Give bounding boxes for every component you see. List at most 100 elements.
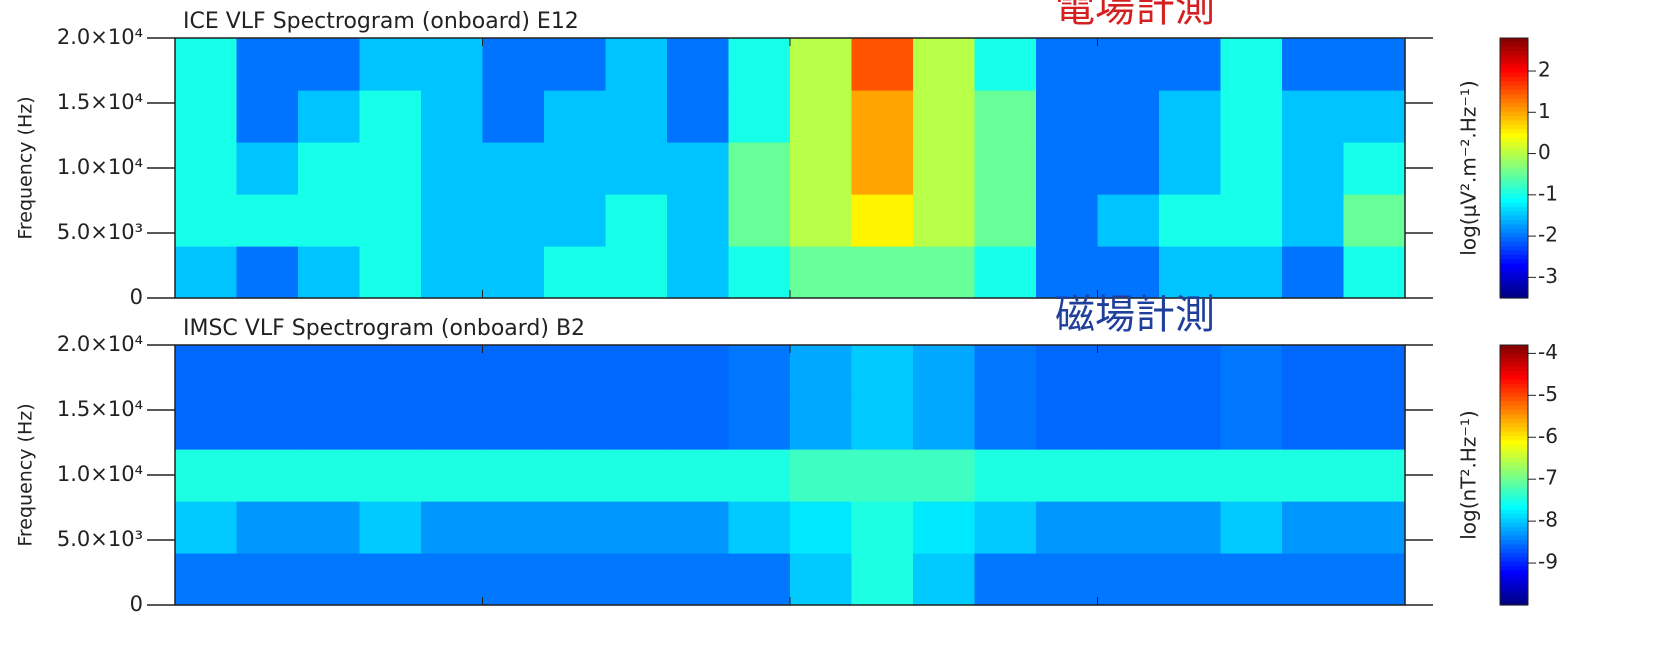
spectrogram-cell [1221, 90, 1283, 143]
spectrogram-cell [1159, 501, 1221, 554]
colorbar-swatch [1500, 177, 1528, 182]
spectrogram-cell [729, 246, 791, 299]
colorbar-swatch [1500, 440, 1528, 445]
spectrogram-cell [237, 142, 299, 195]
spectrogram-cell [852, 553, 914, 606]
colorbar-swatch [1500, 488, 1528, 493]
y-tick-label: 1.0×10⁴ [57, 155, 143, 179]
colorbar-swatch [1500, 479, 1528, 484]
spectrogram-cell [1221, 449, 1283, 502]
spectrogram-cell [1221, 194, 1283, 247]
spectrogram-cell [421, 90, 483, 143]
colorbar-swatch [1500, 172, 1528, 177]
colorbar-swatch [1500, 518, 1528, 523]
spectrogram-cell [1344, 449, 1406, 502]
spectrogram-cell [483, 397, 545, 450]
spectrogram-cell [667, 142, 729, 195]
colorbar-swatch [1500, 216, 1528, 221]
spectrogram-cell [852, 397, 914, 450]
colorbar-swatch [1500, 255, 1528, 260]
colorbar-tick-label: -5 [1538, 382, 1558, 406]
colorbar-swatch [1500, 367, 1528, 372]
spectrogram-cell [1221, 38, 1283, 91]
colorbar-tick-label: -3 [1538, 264, 1558, 288]
spectrogram-cell [483, 501, 545, 554]
spectrogram-cell [1159, 38, 1221, 91]
colorbar-swatch [1500, 120, 1528, 125]
spectrogram-cell [298, 90, 360, 143]
colorbar-swatch [1500, 514, 1528, 519]
colorbar-swatch [1500, 510, 1528, 515]
colorbar-tick-label: -2 [1538, 223, 1558, 247]
colorbar-swatch [1500, 263, 1528, 268]
colorbar-swatch [1500, 536, 1528, 541]
spectrogram-cell [1344, 90, 1406, 143]
y-tick-label: 2.0×10⁴ [57, 332, 143, 356]
colorbar-swatch [1500, 436, 1528, 441]
spectrogram-cell [975, 194, 1037, 247]
spectrogram-cell [1344, 194, 1406, 247]
spectrogram-cell [1036, 142, 1098, 195]
spectrogram-cell [975, 553, 1037, 606]
spectrogram-cell [1221, 142, 1283, 195]
spectrogram-cell [606, 345, 668, 398]
spectrogram-cell [1159, 194, 1221, 247]
spectrogram-cell [1159, 142, 1221, 195]
colorbar-swatch [1500, 579, 1528, 584]
colorbar-swatch [1500, 557, 1528, 562]
spectrogram-cell [483, 246, 545, 299]
colorbar-swatch [1500, 190, 1528, 195]
spectrogram-cell [237, 90, 299, 143]
spectrogram-cell [175, 38, 237, 91]
spectrogram-cell [360, 38, 422, 91]
spectrogram-cell [298, 449, 360, 502]
spectrogram-cell [790, 397, 852, 450]
spectrogram-cell [298, 501, 360, 554]
spectrogram-cell [544, 90, 606, 143]
spectrogram-cell [298, 142, 360, 195]
colorbar-swatch [1500, 384, 1528, 389]
spectrogram-cell [606, 246, 668, 299]
spectrogram-cell [1344, 397, 1406, 450]
annotation: 電場計測 [1055, 0, 1215, 31]
colorbar-swatch [1500, 505, 1528, 510]
spectrogram-cell [175, 449, 237, 502]
colorbar-swatch [1500, 207, 1528, 212]
colorbar-swatch [1500, 38, 1528, 43]
spectrogram-cell [421, 142, 483, 195]
colorbar-swatch [1500, 185, 1528, 190]
colorbar-swatch [1500, 73, 1528, 78]
spectrogram-cell [1344, 246, 1406, 299]
spectrogram-cell [544, 194, 606, 247]
colorbar-tick-label: -4 [1538, 340, 1558, 364]
panel-title: ICE VLF Spectrogram (onboard) E12 [183, 9, 579, 34]
spectrogram-cell [298, 38, 360, 91]
colorbar-swatch [1500, 531, 1528, 536]
spectrogram-cell [1098, 246, 1160, 299]
spectrogram-cell [544, 449, 606, 502]
spectrogram-cell [175, 142, 237, 195]
colorbar-swatch [1500, 138, 1528, 143]
colorbar-swatch [1500, 497, 1528, 502]
colorbar-swatch [1500, 432, 1528, 437]
spectrogram-cell [852, 345, 914, 398]
spectrogram-cell [544, 38, 606, 91]
spectrogram-cell [1282, 194, 1344, 247]
spectrogram-cell [1159, 246, 1221, 299]
spectrogram-cell [606, 553, 668, 606]
spectrogram-cell [1098, 501, 1160, 554]
spectrogram-cell [421, 553, 483, 606]
colorbar-swatch [1500, 211, 1528, 216]
colorbar-swatch [1500, 86, 1528, 91]
spectrogram-cell [852, 142, 914, 195]
y-tick-label: 1.0×10⁴ [57, 462, 143, 486]
colorbar-swatch [1500, 116, 1528, 121]
colorbar-swatch [1500, 562, 1528, 567]
spectrogram-cell [852, 449, 914, 502]
spectrogram-cell [298, 246, 360, 299]
spectrogram-cell [544, 553, 606, 606]
spectrogram-cell [606, 142, 668, 195]
spectrogram-cell [790, 501, 852, 554]
spectrogram-cell [175, 345, 237, 398]
spectrogram-cell [1282, 449, 1344, 502]
